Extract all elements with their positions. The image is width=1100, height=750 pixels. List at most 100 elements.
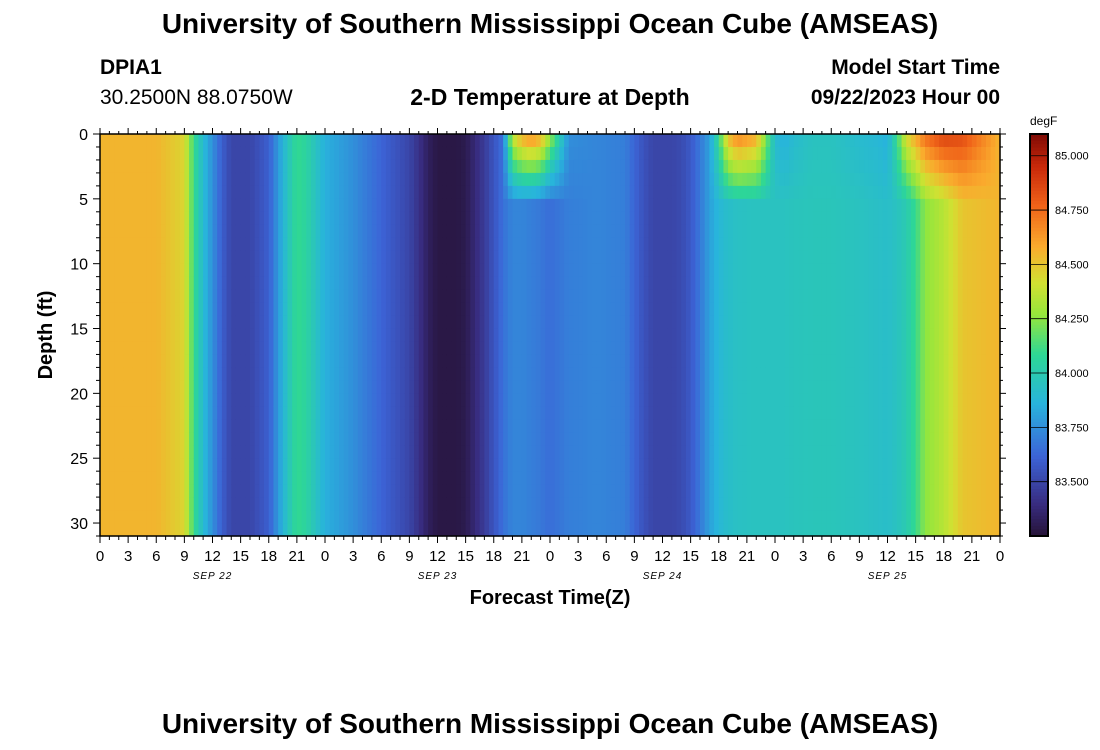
heatmap-cell — [404, 276, 410, 291]
heatmap-cell — [189, 328, 195, 343]
heatmap-cell — [634, 354, 640, 369]
heatmap-cell — [850, 380, 856, 394]
heatmap-cell — [189, 263, 195, 278]
heatmap-cell — [568, 354, 575, 369]
heatmap-cell — [489, 380, 495, 394]
heatmap-cell — [301, 237, 307, 252]
heatmap-cell — [362, 276, 368, 291]
heatmap-cell — [343, 432, 350, 446]
heatmap-cell — [160, 134, 167, 148]
heatmap-cell — [273, 237, 279, 252]
heatmap-cell — [653, 263, 659, 278]
heatmap-cell — [578, 523, 584, 537]
heatmap-cell — [423, 497, 429, 511]
heatmap-cell — [779, 341, 785, 356]
heatmap-cell — [709, 224, 715, 239]
heatmap-cell — [503, 328, 509, 343]
heatmap-cell — [704, 341, 710, 356]
heatmap-cell — [625, 458, 631, 472]
heatmap-cell — [503, 172, 509, 187]
heatmap-cell — [803, 419, 809, 433]
heatmap-cell — [301, 315, 307, 330]
heatmap-cell — [310, 432, 317, 446]
heatmap-cell — [306, 354, 312, 369]
heatmap-cell — [807, 250, 814, 265]
heatmap-cell — [550, 224, 556, 239]
heatmap-cell — [423, 289, 429, 304]
heatmap-cell — [685, 471, 692, 485]
heatmap-cell — [610, 380, 617, 394]
heatmap-cell — [826, 445, 832, 459]
heatmap-cell — [554, 341, 560, 356]
heatmap-cell — [526, 432, 532, 446]
heatmap-cell — [226, 341, 232, 356]
heatmap-cell — [643, 523, 650, 537]
heatmap-cell — [667, 237, 673, 252]
heatmap-cell — [793, 146, 800, 161]
heatmap-cell — [700, 263, 706, 278]
heatmap-cell — [601, 315, 607, 330]
heatmap-cell — [723, 146, 729, 161]
heatmap-cell — [840, 211, 846, 226]
heatmap-cell — [512, 445, 518, 459]
heatmap-cell — [423, 523, 429, 537]
heatmap-cell — [807, 406, 814, 420]
heatmap-cell — [479, 211, 485, 226]
heatmap-cell — [517, 289, 523, 304]
heatmap-cell — [189, 341, 195, 356]
heatmap-cell — [625, 510, 631, 524]
heatmap-cell — [512, 367, 518, 381]
heatmap-cell — [381, 315, 387, 330]
heatmap-cell — [695, 263, 701, 278]
heatmap-cell — [578, 497, 584, 511]
heatmap-cell — [709, 419, 715, 433]
heatmap-cell — [446, 263, 453, 278]
heatmap-cell — [503, 198, 509, 213]
heatmap-cell — [442, 289, 448, 304]
heatmap-cell — [306, 224, 312, 239]
heatmap-cell — [568, 406, 575, 420]
heatmap-cell — [306, 172, 312, 187]
heatmap-cell — [648, 510, 654, 524]
heatmap-cell — [695, 458, 701, 472]
heatmap-cell — [550, 185, 556, 200]
heatmap-cell — [629, 432, 635, 446]
heatmap-cell — [353, 302, 359, 317]
heatmap-cell — [540, 445, 546, 459]
heatmap-cell — [714, 354, 720, 369]
heatmap-cell — [535, 237, 542, 252]
heatmap-cell — [142, 159, 148, 174]
heatmap-cell — [634, 393, 640, 407]
heatmap-cell — [807, 484, 814, 498]
heatmap-cell — [442, 328, 448, 343]
heatmap-cell — [460, 406, 467, 420]
heatmap-cell — [610, 250, 617, 265]
heatmap-cell — [184, 198, 190, 213]
heatmap-cell — [329, 224, 335, 239]
heatmap-cell — [278, 250, 284, 265]
heatmap-cell — [390, 289, 396, 304]
heatmap-cell — [348, 419, 354, 433]
heatmap-cell — [850, 497, 856, 511]
heatmap-cell — [151, 523, 157, 537]
heatmap-cell — [657, 432, 664, 446]
heatmap-cell — [357, 185, 364, 200]
heatmap-cell — [634, 276, 640, 291]
heatmap-cell — [517, 250, 523, 265]
heatmap-cell — [775, 198, 781, 213]
heatmap-cell — [264, 172, 270, 187]
heatmap-cell — [634, 224, 640, 239]
heatmap-cell — [268, 458, 275, 472]
heatmap-cell — [446, 458, 453, 472]
heatmap-cell — [259, 380, 265, 394]
heatmap-cell — [507, 380, 514, 394]
heatmap-cell — [306, 393, 312, 407]
heatmap-cell — [142, 224, 148, 239]
heatmap-cell — [840, 510, 846, 524]
heatmap-cell — [681, 445, 687, 459]
heatmap-cell — [456, 302, 462, 317]
heatmap-cell — [250, 341, 256, 356]
heatmap-cell — [746, 224, 753, 239]
heatmap-cell — [198, 497, 204, 511]
heatmap-cell — [653, 380, 659, 394]
